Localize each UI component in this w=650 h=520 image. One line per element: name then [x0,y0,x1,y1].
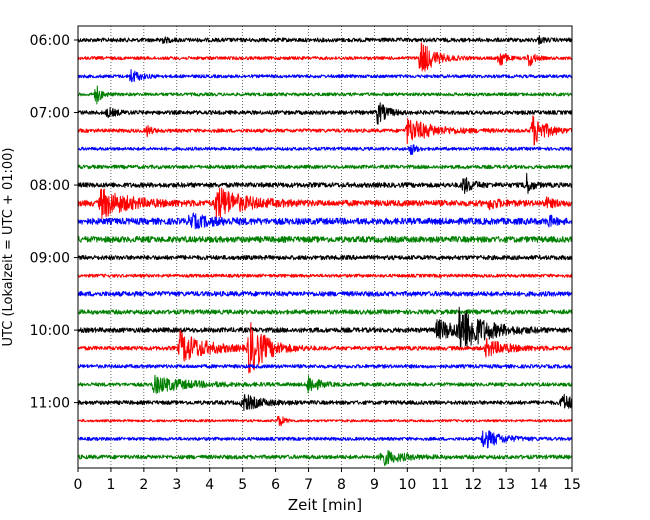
trace-1145 [77,450,573,466]
y-tick-label: 08:00 [30,178,70,194]
trace-0830 [77,212,573,230]
x-tick-label: 3 [172,477,181,493]
x-tick-label: 6 [271,477,280,493]
trace-1045 [77,374,573,394]
trace-0900 [77,254,573,261]
trace-0745 [77,164,573,170]
trace-0600 [77,35,573,45]
trace-0645 [77,85,573,105]
trace-1115 [77,415,573,427]
trace-1000 [77,306,573,350]
y-tick-label: 11:00 [30,396,70,412]
trace-1030 [77,364,573,369]
trace-layer [77,35,573,466]
trace-0715 [77,115,573,146]
trace-0845 [77,235,573,243]
trace-0615 [77,42,573,72]
y-axis: 06:00 07:00 08:00 09:00 10:00 11:00 [30,33,78,412]
x-tick-label: 8 [337,477,346,493]
trace-0630 [77,69,573,83]
y-tick-label: 09:00 [30,251,70,267]
x-tick-label: 12 [464,477,482,493]
x-axis-label: Zeit [min] [288,496,362,514]
x-tick-label: 4 [205,477,214,493]
x-tick-label: 13 [497,477,515,493]
x-tick-label: 1 [106,477,115,493]
plot-frame [77,25,573,469]
x-axis: 0 1 2 3 4 5 6 7 8 9 10 11 12 13 14 15 [74,468,581,493]
trace-1015 [77,322,573,374]
x-tick-label: 14 [530,477,548,493]
x-tick-label: 0 [74,477,83,493]
y-tick-label: 06:00 [30,33,70,49]
trace-0800 [77,172,573,194]
trace-1130 [77,430,573,449]
trace-0945 [77,309,573,315]
x-tick-label: 10 [398,477,416,493]
trace-0930 [77,290,573,297]
x-tick-label: 15 [563,477,581,493]
x-tick-label: 2 [139,477,148,493]
trace-0700 [77,102,573,125]
y-tick-label: 10:00 [30,323,70,339]
y-tick-label: 07:00 [30,106,70,122]
x-tick-label: 9 [370,477,379,493]
x-tick-label: 7 [304,477,313,493]
x-tick-label: 11 [431,477,449,493]
trace-0730 [77,144,573,155]
y-axis-label: UTC (Lokalzeit = UTC + 01:00) [1,148,16,347]
trace-1100 [77,393,573,411]
trace-0915 [77,273,573,278]
trace-0815 [77,187,573,220]
x-tick-label: 5 [238,477,247,493]
